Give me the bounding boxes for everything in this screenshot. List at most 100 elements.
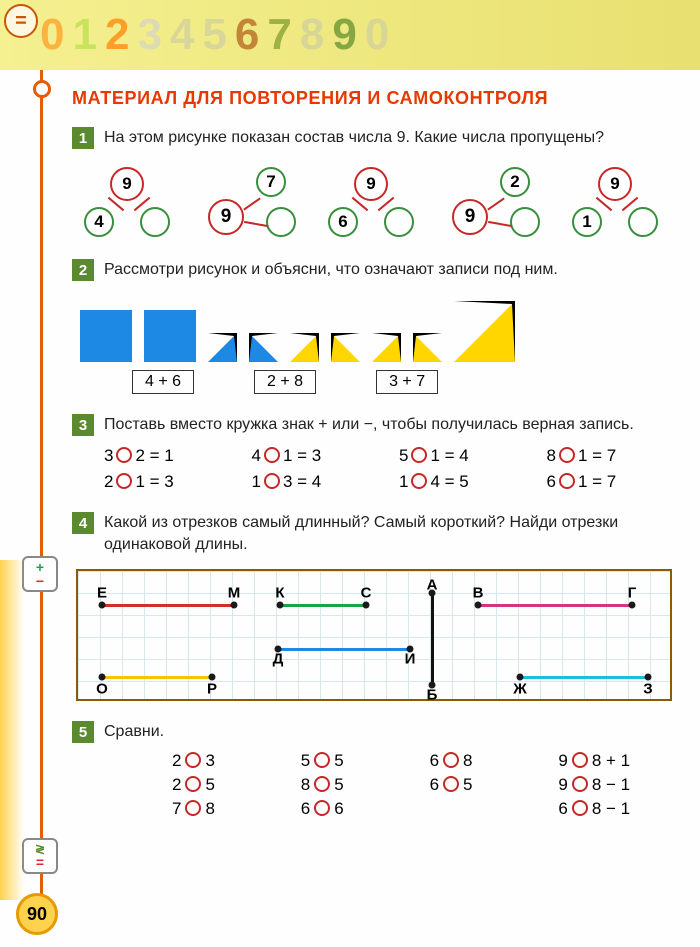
task-text: На этом рисунке показан состав числа 9. … — [104, 127, 604, 149]
segment-endpoint — [363, 602, 370, 609]
expression-box: 2 + 8 — [254, 370, 316, 394]
number-bonds-row: 9497969291 — [80, 167, 668, 239]
banner-digit: 5 — [202, 10, 226, 59]
segment-endpoint — [231, 602, 238, 609]
compare-cell: 66 — [301, 799, 390, 819]
task-2: 2 Рассмотри рисунок и объясни, что означ… — [72, 259, 676, 394]
segment-label: К — [275, 585, 284, 602]
triangle — [249, 333, 278, 362]
main-title: МАТЕРИАЛ ДЛЯ ПОВТОРЕНИЯ И САМОКОНТРОЛЯ — [72, 88, 676, 109]
equation: 81 = 7 — [547, 446, 667, 466]
task-text: Сравни. — [104, 721, 164, 743]
equation: 41 = 3 — [252, 446, 372, 466]
segment — [102, 676, 212, 679]
segment-endpoint — [629, 602, 636, 609]
content: МАТЕРИАЛ ДЛЯ ПОВТОРЕНИЯ И САМОКОНТРОЛЯ 1… — [72, 70, 676, 819]
equation: 13 = 4 — [252, 472, 372, 492]
blank-circle — [116, 447, 132, 463]
blank-circle — [314, 800, 330, 816]
number-bond: 91 — [568, 167, 668, 239]
rail-dot — [33, 80, 51, 98]
number-bond: 96 — [324, 167, 424, 239]
segment — [102, 604, 234, 607]
blank-circle — [116, 473, 132, 489]
segment-label: М — [228, 585, 241, 602]
compare-cell — [430, 799, 519, 819]
banner-digit: 6 — [235, 10, 259, 59]
segment — [280, 604, 366, 607]
left-rail — [40, 70, 43, 927]
compare-cell: 68 — [430, 751, 519, 771]
segment — [278, 648, 410, 651]
triangle — [413, 333, 442, 362]
compare-cell: 98 + 1 — [558, 751, 676, 771]
banner-digit: 4 — [170, 10, 194, 59]
segment-label: А — [427, 577, 438, 594]
segment-label: С — [361, 585, 372, 602]
equation: 14 = 5 — [399, 472, 519, 492]
segment-label: Р — [207, 681, 217, 698]
segment-endpoint — [475, 602, 482, 609]
segment — [478, 604, 632, 607]
banner-digit: 7 — [267, 10, 291, 59]
blank-circle — [572, 752, 588, 768]
triangle — [454, 301, 515, 362]
task-num: 2 — [72, 259, 94, 281]
segment-endpoint — [277, 602, 284, 609]
triangle — [208, 333, 237, 362]
task-text: Рассмотри рисунок и объясни, что означаю… — [104, 259, 558, 281]
task-num: 1 — [72, 127, 94, 149]
banner-digit: 1 — [72, 10, 96, 59]
segment-label: О — [96, 681, 108, 698]
equation: 32 = 1 — [104, 446, 224, 466]
compare-icon: ≷ = — [22, 838, 58, 874]
expression-box: 4 + 6 — [132, 370, 194, 394]
segment-label: Е — [97, 585, 107, 602]
square — [80, 310, 132, 362]
compare-cell: 68 − 1 — [558, 799, 676, 819]
top-banner: = 01234567890 — [0, 0, 700, 70]
compare-cell: 78 — [172, 799, 261, 819]
compare-cell: 23 — [172, 751, 261, 771]
equals-icon: = — [4, 4, 38, 38]
task-text: Какой из отрезков самый длинный? Самый к… — [104, 512, 676, 555]
compare-cell: 25 — [172, 775, 261, 795]
blank-circle — [559, 447, 575, 463]
segment — [431, 593, 434, 685]
segments-area: ЕМКСАВГОРДИБЖЗ — [76, 569, 672, 701]
banner-digit: 8 — [300, 10, 324, 59]
number-bond: 94 — [80, 167, 180, 239]
blank-circle — [264, 447, 280, 463]
blank-circle — [559, 473, 575, 489]
blank-circle — [185, 800, 201, 816]
blank-circle — [314, 752, 330, 768]
task-3: 3 Поставь вместо кружка знак + или −, чт… — [72, 414, 676, 492]
task-1: 1 На этом рисунке показан состав числа 9… — [72, 127, 676, 239]
blank-circle — [443, 776, 459, 792]
banner-digit: 9 — [332, 10, 356, 59]
blank-circle — [264, 473, 280, 489]
page-number: 90 — [16, 893, 58, 935]
equation: 21 = 3 — [104, 472, 224, 492]
segment-endpoint — [645, 674, 652, 681]
plus-minus-icon: + − — [22, 556, 58, 592]
segment-label: З — [643, 681, 652, 698]
shapes-row — [80, 301, 668, 362]
blank-circle — [185, 776, 201, 792]
segment-endpoint — [99, 674, 106, 681]
segment-label: Ж — [513, 681, 527, 698]
expression-box: 3 + 7 — [376, 370, 438, 394]
compare-cell: 85 — [301, 775, 390, 795]
segment-label: И — [405, 651, 416, 668]
segment-endpoint — [99, 602, 106, 609]
task-text: Поставь вместо кружка знак + или −, чтоб… — [104, 414, 634, 436]
equation: 51 = 4 — [399, 446, 519, 466]
task-num: 3 — [72, 414, 94, 436]
banner-digit: 3 — [137, 10, 161, 59]
segment — [520, 676, 648, 679]
banner-digit: 0 — [40, 10, 64, 59]
banner-digit: 0 — [365, 10, 389, 59]
blank-circle — [572, 800, 588, 816]
compare-cell: 98 − 1 — [558, 775, 676, 795]
blank-circle — [411, 473, 427, 489]
